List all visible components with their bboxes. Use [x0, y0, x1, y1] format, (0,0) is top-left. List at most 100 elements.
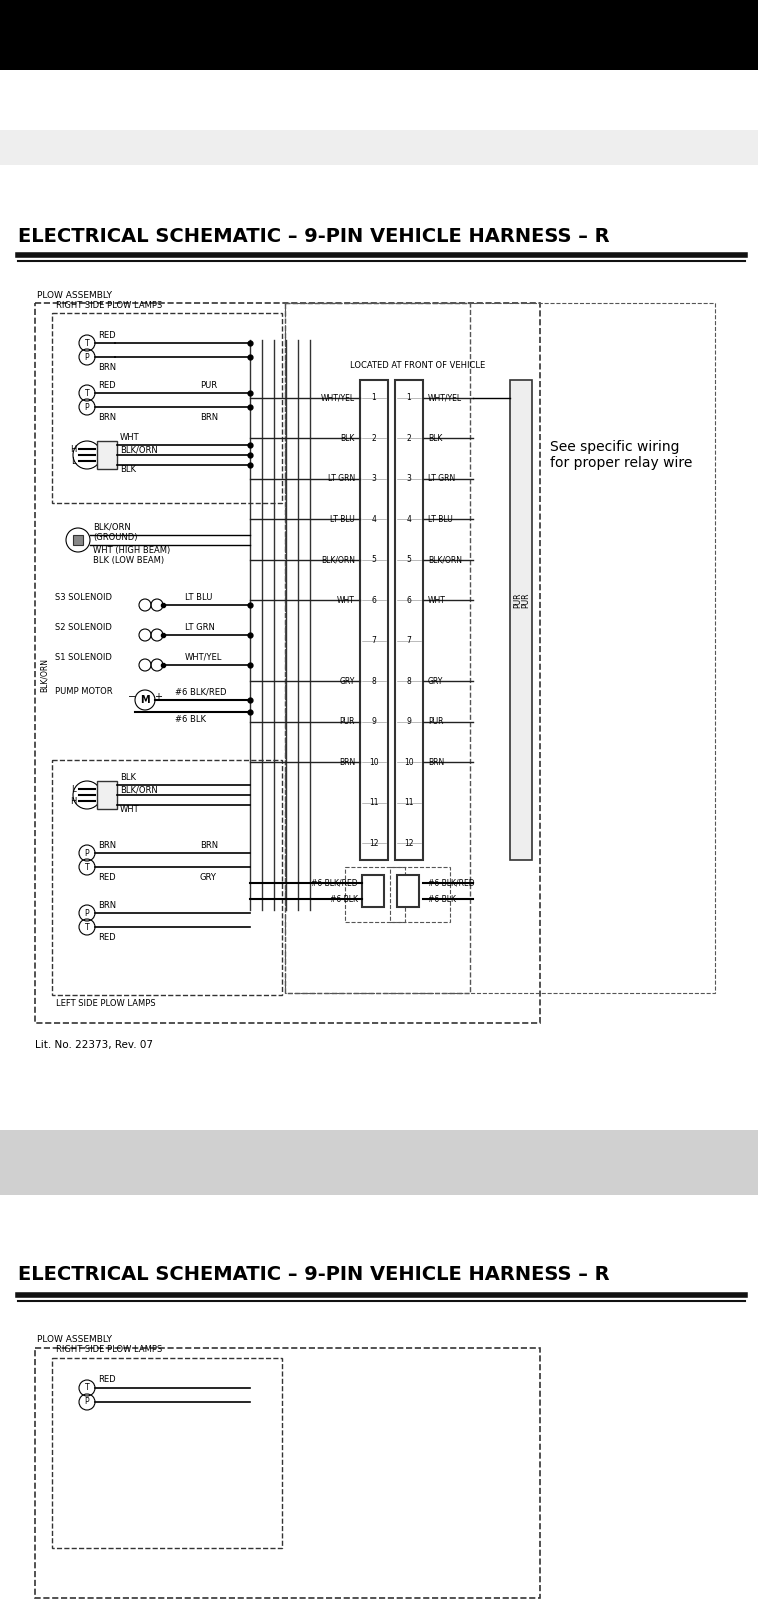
Text: H: H: [70, 797, 77, 805]
Text: 4: 4: [371, 515, 377, 523]
Text: 5: 5: [406, 555, 412, 565]
Text: 6: 6: [406, 595, 412, 605]
Text: #6 BLK: #6 BLK: [428, 894, 456, 904]
Text: RIGHT SIDE PLOW LAMPS: RIGHT SIDE PLOW LAMPS: [56, 1346, 162, 1355]
Text: P: P: [85, 909, 89, 917]
Text: BLK/ORN: BLK/ORN: [428, 555, 462, 565]
Text: S3 SOLENOID: S3 SOLENOID: [55, 592, 112, 602]
Text: 9: 9: [406, 717, 412, 726]
Text: L: L: [70, 456, 75, 466]
Text: WHT: WHT: [120, 805, 139, 813]
Text: WHT/YEL: WHT/YEL: [428, 394, 462, 403]
Text: 11: 11: [404, 798, 414, 806]
Text: 8: 8: [371, 677, 377, 686]
Text: LT BLU: LT BLU: [428, 515, 453, 523]
Text: RED: RED: [98, 381, 116, 389]
Text: BRN: BRN: [200, 840, 218, 850]
Text: 2: 2: [406, 434, 412, 443]
Text: 3: 3: [406, 475, 412, 483]
Text: RED: RED: [98, 331, 116, 339]
Text: WHT: WHT: [428, 595, 446, 605]
Bar: [285, 302, 470, 994]
Bar: [35, 1347, 540, 1598]
Text: ELECTRICAL SCHEMATIC – 9-PIN VEHICLE HARNESS – R: ELECTRICAL SCHEMATIC – 9-PIN VEHICLE HAR…: [18, 227, 609, 245]
Text: 6: 6: [371, 595, 377, 605]
Text: WHT/YEL: WHT/YEL: [321, 394, 355, 403]
Text: PUR: PUR: [522, 592, 531, 608]
Text: 9: 9: [371, 717, 377, 726]
Text: #6 BLK: #6 BLK: [175, 715, 206, 725]
Bar: [73, 534, 83, 546]
Text: 8: 8: [406, 677, 412, 686]
Text: See specific wiring
for proper relay wire: See specific wiring for proper relay wir…: [550, 440, 692, 470]
Text: BLK/ORN: BLK/ORN: [120, 786, 158, 795]
Bar: [345, 867, 405, 922]
Text: T: T: [85, 923, 89, 931]
Text: M: M: [140, 694, 150, 706]
Text: BLK/ORN: BLK/ORN: [321, 555, 355, 565]
Text: 7: 7: [406, 637, 412, 645]
Text: BRN: BRN: [98, 413, 116, 421]
Text: PUR: PUR: [200, 381, 217, 389]
Text: 1: 1: [371, 394, 377, 403]
Text: P: P: [85, 848, 89, 858]
Text: #6 BLK/RED: #6 BLK/RED: [428, 878, 475, 888]
Text: BRN: BRN: [98, 363, 116, 371]
Text: WHT: WHT: [337, 595, 355, 605]
Text: BLK/ORN: BLK/ORN: [120, 445, 158, 454]
Text: LOCATED AT FRONT OF VEHICLE: LOCATED AT FRONT OF VEHICLE: [350, 360, 485, 370]
Bar: [52, 314, 282, 502]
Text: T: T: [85, 862, 89, 872]
Text: WHT (HIGH BEAM): WHT (HIGH BEAM): [93, 546, 171, 555]
Text: 7: 7: [371, 637, 377, 645]
Bar: [397, 875, 419, 907]
Bar: [97, 781, 117, 810]
Text: BLK (LOW BEAM): BLK (LOW BEAM): [93, 555, 164, 565]
Bar: [97, 442, 117, 469]
Bar: [510, 379, 532, 861]
Text: PUR: PUR: [340, 717, 355, 726]
Bar: [395, 379, 423, 861]
Bar: [52, 1358, 282, 1549]
Text: RED: RED: [98, 1376, 116, 1384]
Text: P: P: [85, 403, 89, 411]
Text: LT GRN: LT GRN: [428, 475, 456, 483]
Bar: [390, 867, 450, 922]
Text: 12: 12: [404, 838, 414, 848]
Text: #6 BLK/RED: #6 BLK/RED: [312, 878, 358, 888]
Text: BRN: BRN: [98, 901, 116, 909]
Text: 10: 10: [404, 757, 414, 766]
Bar: [0, 1130, 758, 1200]
Text: 10: 10: [369, 757, 379, 766]
Text: GRY: GRY: [428, 677, 443, 686]
Text: T: T: [85, 339, 89, 347]
Text: PLOW ASSEMBLY: PLOW ASSEMBLY: [37, 1336, 112, 1344]
Text: LT BLU: LT BLU: [330, 515, 355, 523]
Text: PLOW ASSEMBLY: PLOW ASSEMBLY: [37, 291, 112, 299]
Text: S2 SOLENOID: S2 SOLENOID: [55, 622, 112, 632]
Text: WHT/YEL: WHT/YEL: [185, 653, 222, 661]
Text: T: T: [85, 1384, 89, 1392]
Text: P: P: [85, 352, 89, 362]
Text: #6 BLK: #6 BLK: [330, 894, 358, 904]
Text: T: T: [85, 389, 89, 397]
Bar: [0, 0, 758, 70]
Text: L: L: [70, 784, 75, 794]
Bar: [285, 302, 715, 994]
Bar: [35, 302, 540, 1022]
Text: BLK: BLK: [428, 434, 443, 443]
Text: GRY: GRY: [340, 677, 355, 686]
Text: RIGHT SIDE PLOW LAMPS: RIGHT SIDE PLOW LAMPS: [56, 301, 162, 309]
Text: PUR: PUR: [428, 717, 443, 726]
Text: LEFT SIDE PLOW LAMPS: LEFT SIDE PLOW LAMPS: [56, 998, 155, 1008]
Bar: [0, 165, 758, 1134]
Text: LT GRN: LT GRN: [327, 475, 355, 483]
Text: BLK: BLK: [120, 464, 136, 474]
Text: #6 BLK/RED: #6 BLK/RED: [175, 688, 227, 696]
Text: −: −: [128, 691, 136, 702]
Text: WHT: WHT: [120, 432, 139, 442]
Text: PUMP MOTOR: PUMP MOTOR: [55, 688, 113, 696]
Text: RED: RED: [98, 872, 116, 882]
Text: 2: 2: [371, 434, 377, 443]
Text: BRN: BRN: [339, 757, 355, 766]
